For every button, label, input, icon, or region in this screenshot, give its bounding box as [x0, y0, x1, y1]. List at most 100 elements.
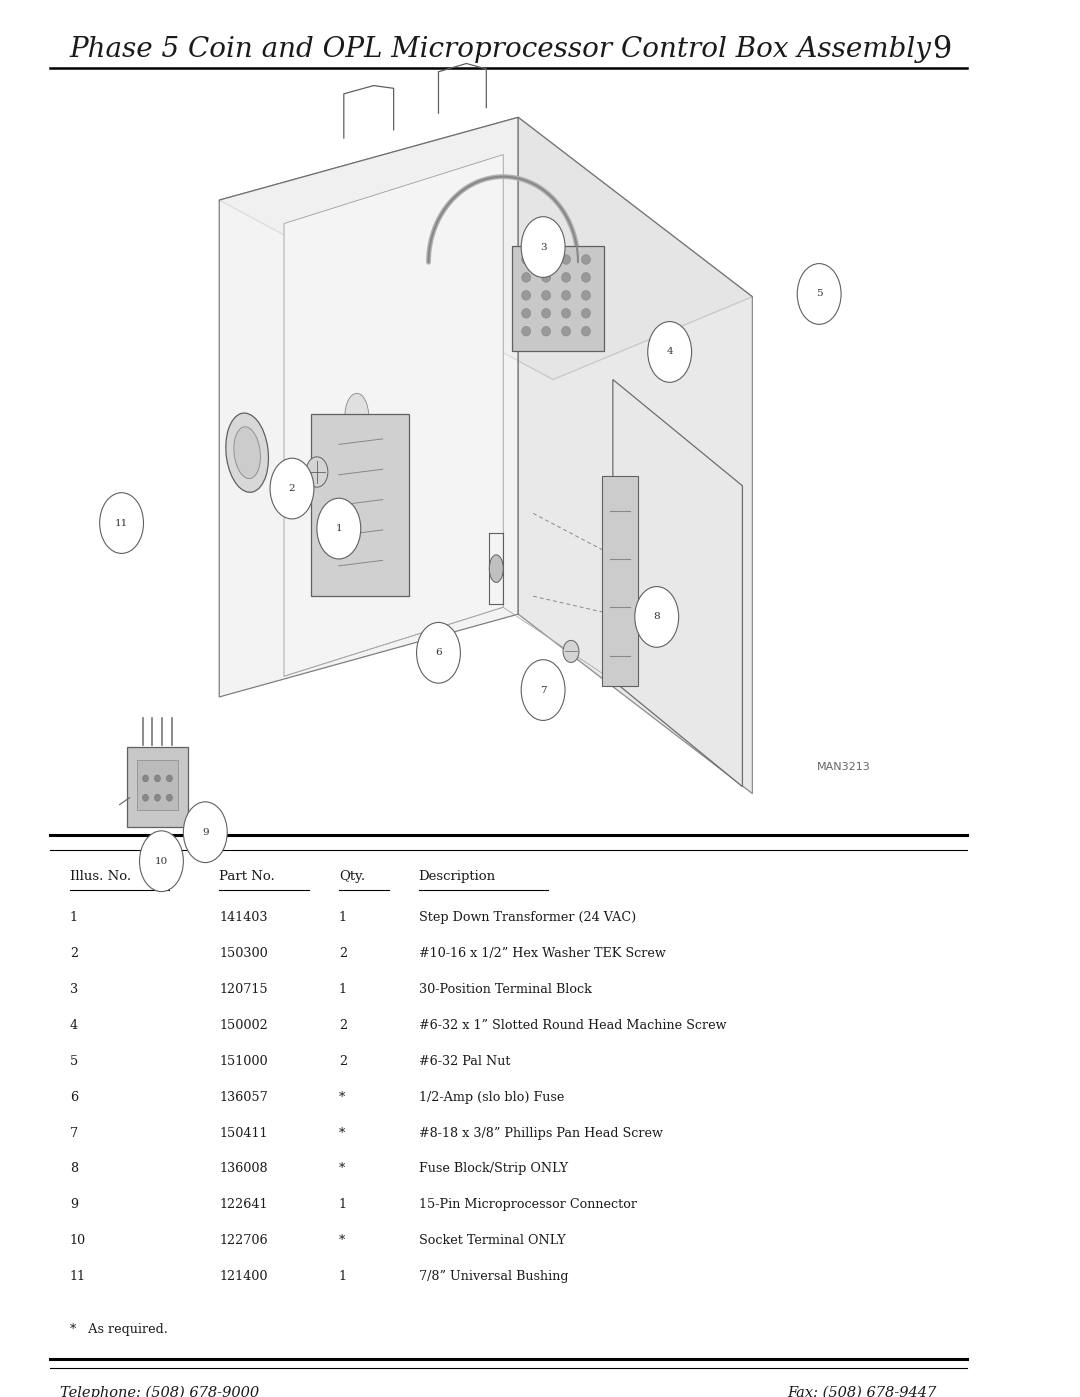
Text: *: *	[339, 1091, 346, 1104]
Text: Description: Description	[419, 870, 496, 883]
Text: 2: 2	[339, 947, 347, 960]
Text: 122706: 122706	[219, 1234, 268, 1248]
Ellipse shape	[581, 327, 591, 337]
Text: Phase 5 Coin and OPL Microprocessor Control Box Assembly: Phase 5 Coin and OPL Microprocessor Cont…	[70, 36, 932, 63]
Ellipse shape	[581, 272, 591, 282]
Text: 1: 1	[339, 911, 347, 925]
Text: 6: 6	[435, 648, 442, 658]
Text: #10-16 x 1/2” Hex Washer TEK Screw: #10-16 x 1/2” Hex Washer TEK Screw	[419, 947, 665, 960]
Text: 136057: 136057	[219, 1091, 268, 1104]
Text: 15-Pin Microprocessor Connector: 15-Pin Microprocessor Connector	[419, 1199, 636, 1211]
Text: 9: 9	[202, 827, 208, 837]
Circle shape	[417, 623, 460, 683]
FancyBboxPatch shape	[311, 414, 408, 597]
Circle shape	[270, 458, 314, 518]
Text: 10: 10	[70, 1234, 86, 1248]
Text: 3: 3	[540, 243, 546, 251]
Text: 9: 9	[932, 34, 951, 66]
Ellipse shape	[562, 254, 570, 264]
Text: 11: 11	[114, 518, 129, 528]
Ellipse shape	[562, 291, 570, 300]
Text: 5: 5	[815, 289, 823, 299]
Ellipse shape	[345, 394, 368, 440]
Text: 10: 10	[154, 856, 168, 866]
FancyBboxPatch shape	[602, 476, 638, 686]
Polygon shape	[219, 117, 518, 697]
Ellipse shape	[581, 309, 591, 319]
Text: Step Down Transformer (24 VAC): Step Down Transformer (24 VAC)	[419, 911, 636, 925]
Text: 7: 7	[540, 686, 546, 694]
Ellipse shape	[154, 795, 161, 800]
Text: Qty.: Qty.	[339, 870, 365, 883]
FancyBboxPatch shape	[136, 760, 178, 810]
Text: *   As required.: * As required.	[70, 1323, 167, 1336]
Circle shape	[522, 659, 565, 721]
Ellipse shape	[562, 272, 570, 282]
Text: 1: 1	[336, 524, 342, 534]
Text: Fax: (508) 678-9447: Fax: (508) 678-9447	[787, 1386, 936, 1397]
Ellipse shape	[541, 309, 551, 319]
Text: 3: 3	[70, 983, 78, 996]
Text: 1: 1	[339, 1199, 347, 1211]
Ellipse shape	[489, 555, 503, 583]
Ellipse shape	[226, 414, 269, 492]
Ellipse shape	[522, 254, 530, 264]
Text: *: *	[339, 1126, 346, 1140]
Polygon shape	[612, 380, 742, 787]
Circle shape	[139, 831, 184, 891]
Text: 150300: 150300	[219, 947, 268, 960]
Text: 151000: 151000	[219, 1055, 268, 1067]
Ellipse shape	[522, 309, 530, 319]
Text: 120715: 120715	[219, 983, 268, 996]
Text: Part No.: Part No.	[219, 870, 275, 883]
Ellipse shape	[541, 291, 551, 300]
Text: 121400: 121400	[219, 1270, 268, 1282]
Text: 150002: 150002	[219, 1018, 268, 1032]
Text: 7/8” Universal Bushing: 7/8” Universal Bushing	[419, 1270, 568, 1282]
Ellipse shape	[541, 272, 551, 282]
Text: 141403: 141403	[219, 911, 268, 925]
Ellipse shape	[143, 775, 148, 782]
Text: 1: 1	[339, 983, 347, 996]
Text: 2: 2	[339, 1018, 347, 1032]
Text: 136008: 136008	[219, 1162, 268, 1175]
Text: 7: 7	[70, 1126, 78, 1140]
Text: #8-18 x 3/8” Phillips Pan Head Screw: #8-18 x 3/8” Phillips Pan Head Screw	[419, 1126, 662, 1140]
Text: 6: 6	[70, 1091, 78, 1104]
Text: 1/2-Amp (slo blo) Fuse: 1/2-Amp (slo blo) Fuse	[419, 1091, 564, 1104]
Text: 8: 8	[653, 612, 660, 622]
Text: *: *	[339, 1234, 346, 1248]
Ellipse shape	[581, 291, 591, 300]
Text: Socket Terminal ONLY: Socket Terminal ONLY	[419, 1234, 565, 1248]
Text: 1: 1	[339, 1270, 347, 1282]
Text: #6-32 x 1” Slotted Round Head Machine Screw: #6-32 x 1” Slotted Round Head Machine Sc…	[419, 1018, 726, 1032]
Ellipse shape	[522, 272, 530, 282]
Text: 2: 2	[339, 1055, 347, 1067]
Ellipse shape	[562, 309, 570, 319]
Circle shape	[522, 217, 565, 278]
Circle shape	[306, 457, 328, 488]
Polygon shape	[284, 155, 503, 676]
FancyBboxPatch shape	[126, 746, 188, 827]
Circle shape	[797, 264, 841, 324]
Ellipse shape	[541, 327, 551, 337]
Text: 11: 11	[70, 1270, 85, 1282]
Text: 4: 4	[70, 1018, 78, 1032]
Text: 9: 9	[70, 1199, 78, 1211]
Text: 150411: 150411	[219, 1126, 268, 1140]
Polygon shape	[518, 117, 753, 793]
Ellipse shape	[154, 775, 161, 782]
Circle shape	[648, 321, 691, 383]
Circle shape	[99, 493, 144, 553]
Text: MAN3213: MAN3213	[818, 763, 870, 773]
Ellipse shape	[522, 327, 530, 337]
Text: #6-32 Pal Nut: #6-32 Pal Nut	[419, 1055, 510, 1067]
Text: 4: 4	[666, 348, 673, 356]
Ellipse shape	[562, 327, 570, 337]
Circle shape	[184, 802, 227, 862]
Ellipse shape	[166, 795, 173, 800]
FancyBboxPatch shape	[512, 246, 604, 351]
Text: Illus. No.: Illus. No.	[70, 870, 131, 883]
Circle shape	[635, 587, 678, 647]
Ellipse shape	[234, 426, 260, 479]
